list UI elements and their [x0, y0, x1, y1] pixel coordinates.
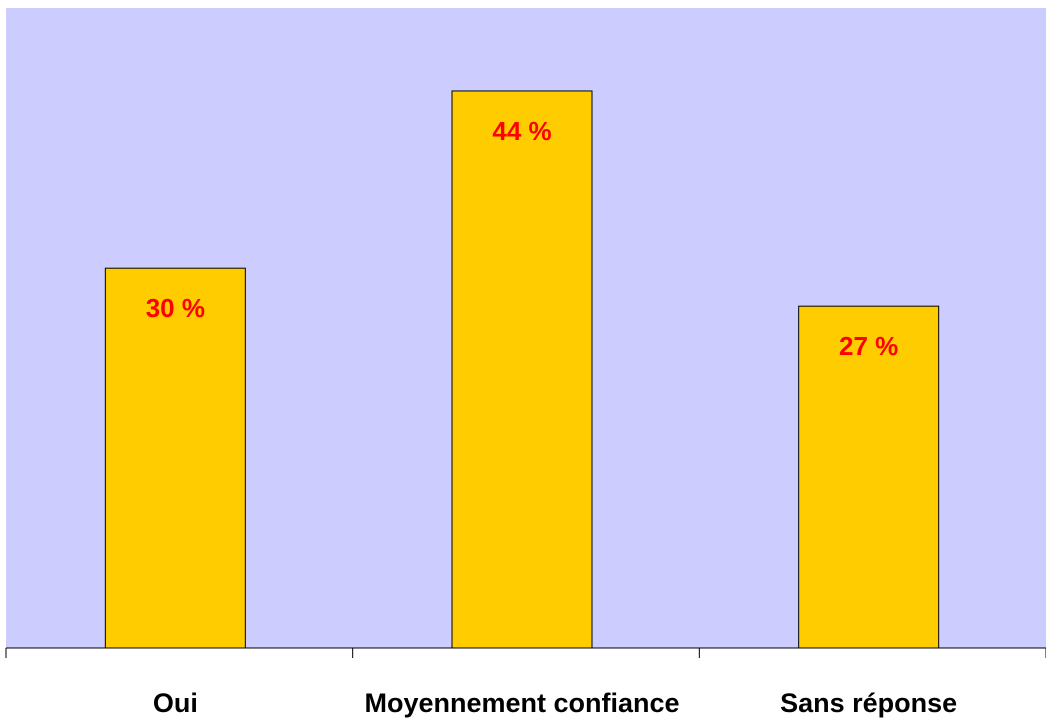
value-label: 44 % — [492, 116, 551, 146]
x-tick-label: Moyennement confiance — [364, 688, 679, 718]
bar — [798, 305, 940, 649]
value-label: 27 % — [839, 331, 898, 361]
bar — [104, 267, 246, 649]
bar — [451, 90, 593, 649]
x-tick-label: Oui — [153, 688, 198, 718]
x-tick-label: Sans réponse — [780, 688, 957, 718]
value-label: 30 % — [146, 293, 205, 323]
